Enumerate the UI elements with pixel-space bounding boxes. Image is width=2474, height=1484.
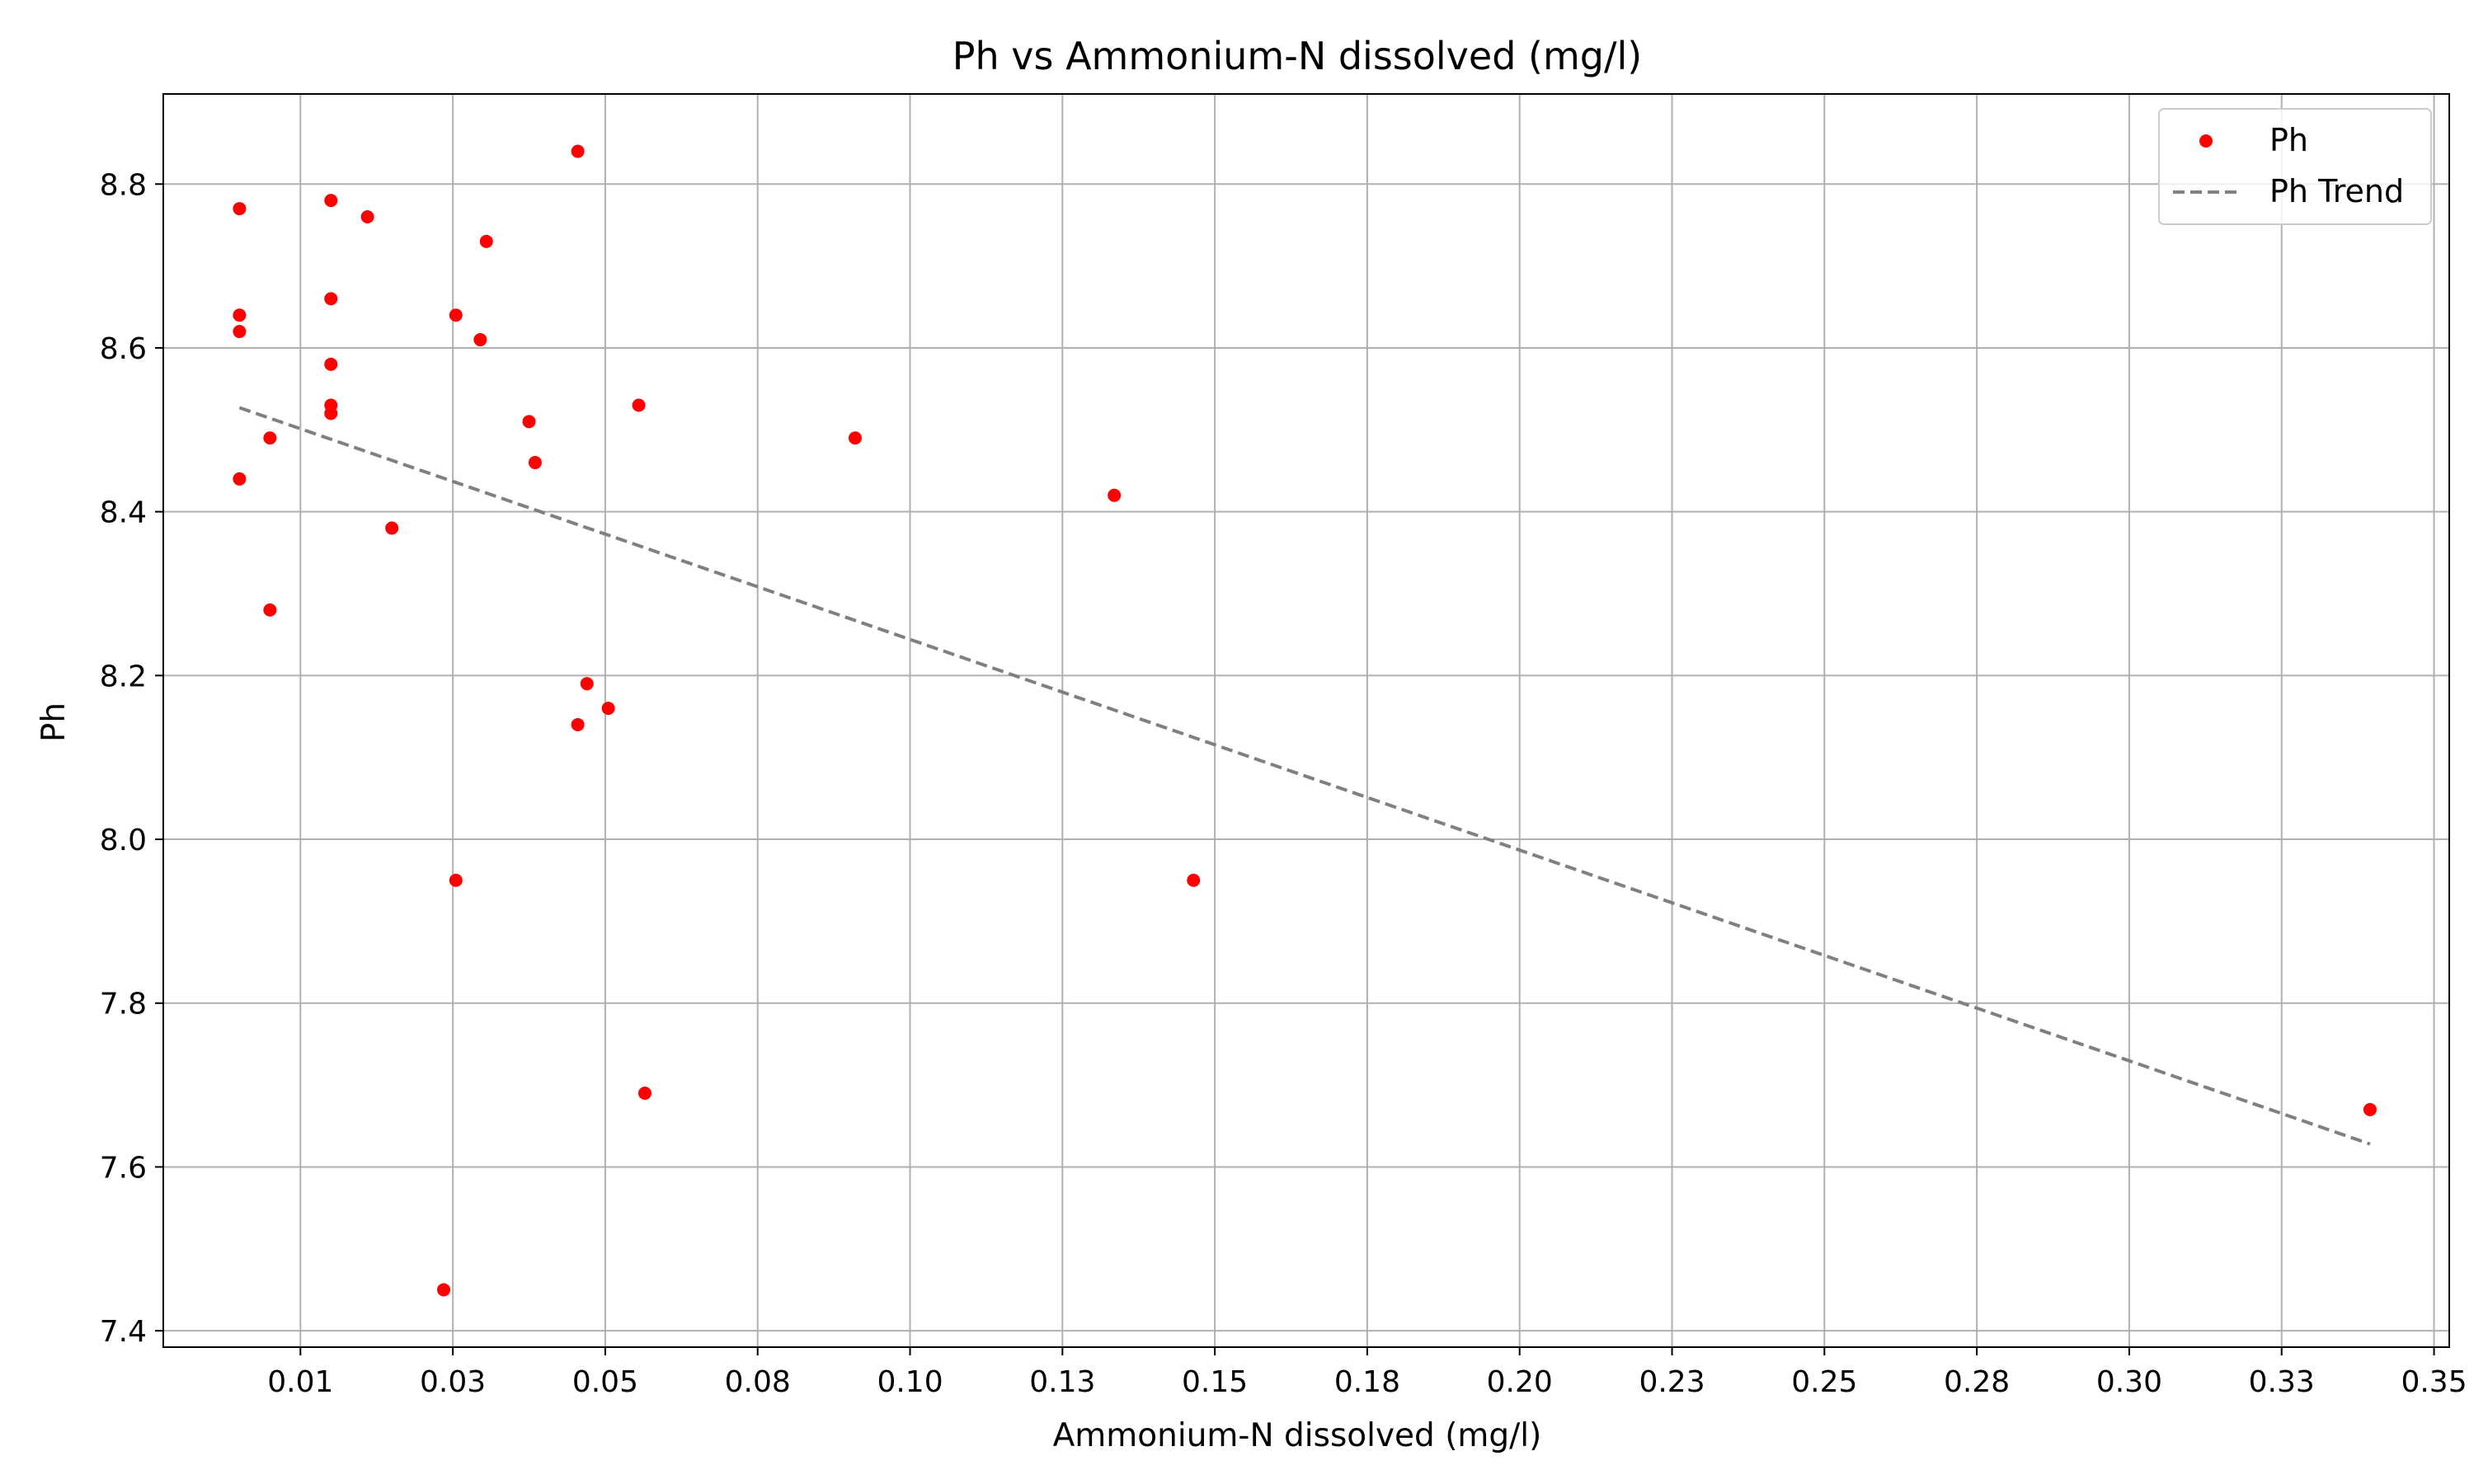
data-point bbox=[437, 1283, 451, 1297]
x-tick-label: 0.13 bbox=[1029, 1365, 1095, 1399]
x-tick-label: 0.30 bbox=[2096, 1365, 2162, 1399]
data-point bbox=[263, 603, 277, 617]
data-point bbox=[632, 398, 646, 412]
grid bbox=[163, 94, 2449, 1347]
trend-line bbox=[238, 406, 2371, 1146]
data-point bbox=[601, 702, 615, 716]
x-axis-label: Ammonium-N dissolved (mg/l) bbox=[1053, 1417, 1542, 1454]
legend-label-ph-trend: Ph Trend bbox=[2269, 173, 2404, 209]
y-tick-label: 7.4 bbox=[100, 1315, 147, 1349]
trend-line-layer bbox=[238, 406, 2371, 1146]
x-tick-label: 0.18 bbox=[1334, 1365, 1400, 1399]
data-point bbox=[571, 717, 585, 731]
data-point bbox=[449, 308, 463, 322]
data-point bbox=[473, 333, 487, 347]
data-point bbox=[528, 456, 542, 470]
data-point bbox=[324, 357, 338, 371]
data-point bbox=[233, 325, 247, 339]
data-point bbox=[449, 873, 463, 887]
data-point bbox=[233, 472, 247, 486]
y-tick-label: 7.6 bbox=[100, 1151, 147, 1185]
y-axis-label: Ph bbox=[35, 702, 73, 742]
data-point bbox=[1108, 488, 1122, 502]
data-point bbox=[263, 431, 277, 445]
x-tick-label: 0.10 bbox=[877, 1365, 943, 1399]
data-point bbox=[637, 1087, 651, 1101]
legend: Ph Ph Trend bbox=[2158, 108, 2432, 225]
chart-title: Ph vs Ammonium-N dissolved (mg/l) bbox=[952, 34, 1642, 78]
x-tick-label: 0.05 bbox=[572, 1365, 638, 1399]
legend-label-ph: Ph bbox=[2269, 122, 2308, 158]
x-tick-label: 0.25 bbox=[1791, 1365, 1857, 1399]
plot-area-frame bbox=[162, 93, 2450, 1348]
legend-box bbox=[2158, 108, 2432, 225]
data-point bbox=[360, 210, 374, 224]
data-point bbox=[385, 521, 399, 535]
y-tick-label: 8.4 bbox=[100, 496, 147, 530]
data-point bbox=[848, 431, 862, 445]
axis-ticks: 0.01 0.03 0.05 0.08 0.10 0.13 0.15 0.18 0.20 0.23… bbox=[100, 168, 2467, 1399]
y-tick-label: 8.0 bbox=[100, 824, 147, 857]
x-tick-label: 0.33 bbox=[2249, 1365, 2315, 1399]
y-tick-label: 7.8 bbox=[100, 988, 147, 1021]
data-point bbox=[233, 308, 247, 322]
x-tick-label: 0.08 bbox=[725, 1365, 791, 1399]
data-point bbox=[233, 202, 247, 216]
data-point bbox=[571, 144, 585, 158]
x-tick-label: 0.23 bbox=[1639, 1365, 1705, 1399]
data-point bbox=[2363, 1102, 2377, 1116]
x-tick-label: 0.28 bbox=[1944, 1365, 2010, 1399]
x-tick-label: 0.15 bbox=[1182, 1365, 1248, 1399]
y-tick-label: 8.6 bbox=[100, 332, 147, 366]
legend-marker-ph bbox=[2199, 134, 2213, 148]
y-tick-label: 8.2 bbox=[100, 660, 147, 693]
x-tick-label: 0.01 bbox=[267, 1365, 333, 1399]
x-tick-label: 0.03 bbox=[420, 1365, 486, 1399]
y-tick-label: 8.8 bbox=[100, 168, 147, 202]
data-point bbox=[580, 677, 594, 691]
x-tick-label: 0.35 bbox=[2401, 1365, 2467, 1399]
x-tick-label: 0.20 bbox=[1487, 1365, 1553, 1399]
data-point bbox=[324, 194, 338, 208]
data-point bbox=[324, 292, 338, 306]
data-point bbox=[1187, 873, 1201, 887]
data-point bbox=[324, 406, 338, 420]
data-point bbox=[479, 234, 493, 248]
data-points bbox=[233, 144, 2377, 1297]
data-point bbox=[522, 415, 536, 429]
